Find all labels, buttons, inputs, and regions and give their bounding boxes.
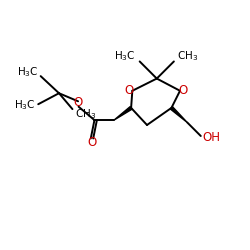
Polygon shape bbox=[170, 107, 187, 122]
Text: O: O bbox=[178, 84, 188, 97]
Text: O: O bbox=[125, 84, 134, 97]
Polygon shape bbox=[114, 106, 132, 120]
Text: O: O bbox=[88, 136, 96, 149]
Text: H$_3$C: H$_3$C bbox=[114, 49, 136, 63]
Text: H$_3$C: H$_3$C bbox=[17, 65, 38, 78]
Text: O: O bbox=[74, 96, 83, 109]
Text: CH$_3$: CH$_3$ bbox=[177, 49, 198, 63]
Text: H$_3$C: H$_3$C bbox=[14, 98, 36, 112]
Text: OH: OH bbox=[202, 131, 220, 144]
Text: CH$_3$: CH$_3$ bbox=[75, 108, 96, 122]
